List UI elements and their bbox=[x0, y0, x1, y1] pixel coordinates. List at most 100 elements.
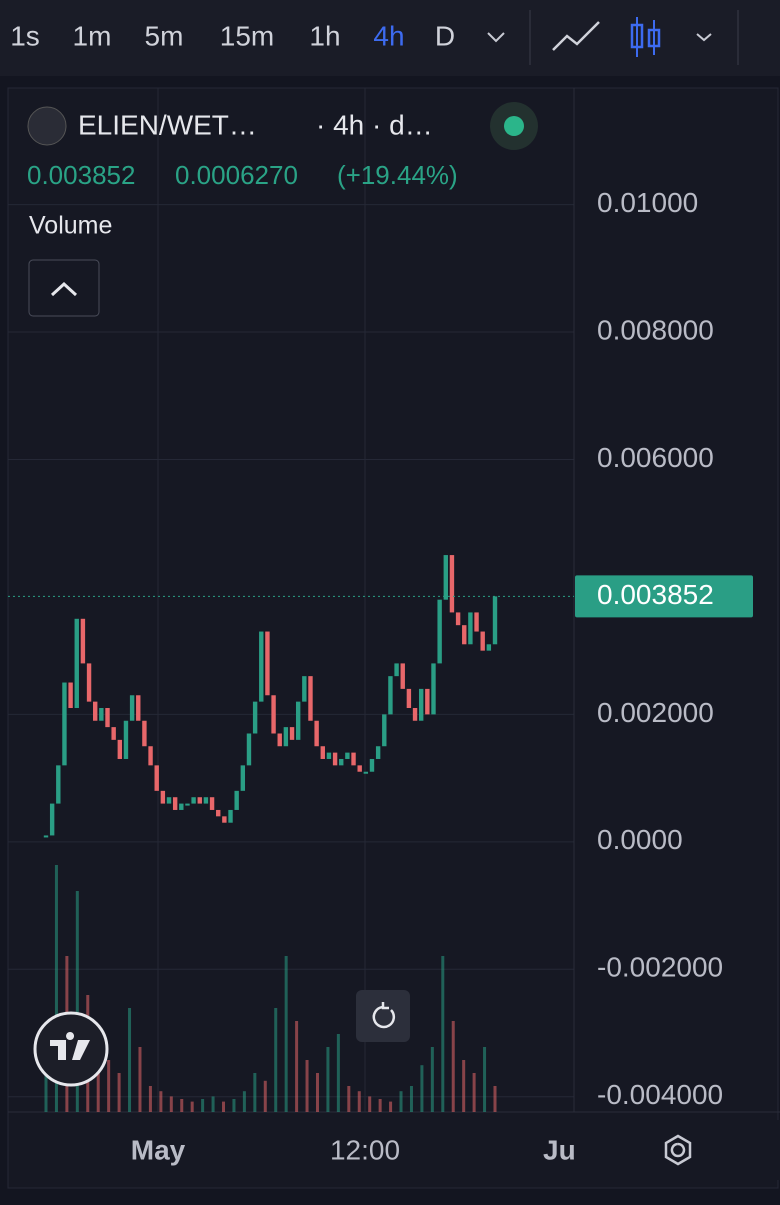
volume-label: Volume bbox=[29, 212, 112, 240]
reset-button[interactable] bbox=[356, 990, 410, 1042]
candle-body bbox=[259, 631, 264, 702]
candle-body bbox=[314, 720, 319, 747]
tv-logo-mark bbox=[50, 1032, 90, 1060]
candle-body bbox=[252, 701, 258, 734]
volume-bar bbox=[274, 1008, 278, 1112]
candle-body bbox=[492, 596, 498, 645]
collapse-icon bbox=[50, 281, 78, 297]
chart-type-dropdown[interactable] bbox=[696, 33, 712, 42]
candle-body bbox=[246, 733, 252, 766]
candle-body bbox=[179, 803, 184, 810]
volume-bar bbox=[399, 1091, 403, 1112]
collapse-button[interactable] bbox=[28, 259, 100, 317]
interval-tab[interactable]: 1s bbox=[10, 20, 40, 51]
candle-body bbox=[462, 625, 467, 645]
symbol: ELIEN/WET… bbox=[78, 109, 257, 140]
volume-bar bbox=[462, 1060, 466, 1112]
plot: 0.01000 0.008000 0.006000 0.002000 0.0000 -0.… bbox=[8, 88, 780, 1113]
interval-tab[interactable]: 1h bbox=[309, 20, 340, 51]
change: 0.0006270 bbox=[175, 160, 298, 190]
candle-body bbox=[209, 797, 215, 810]
interval-dropdown[interactable] bbox=[487, 32, 505, 43]
volume-bar bbox=[326, 1047, 330, 1112]
candle-body bbox=[68, 682, 73, 709]
candle-body bbox=[191, 797, 196, 804]
candle-body bbox=[474, 612, 479, 632]
volume-bar bbox=[347, 1086, 351, 1112]
candle-body bbox=[148, 746, 153, 766]
candle-body bbox=[283, 727, 289, 747]
candle-body bbox=[197, 797, 202, 804]
candle-body bbox=[332, 752, 338, 766]
candle-body bbox=[295, 701, 301, 740]
volume-bar bbox=[483, 1047, 487, 1112]
candle-body bbox=[93, 701, 98, 721]
candle-body bbox=[437, 599, 442, 664]
volume-bar bbox=[242, 1091, 246, 1112]
interval-tab[interactable]: 15m bbox=[220, 20, 274, 51]
interval-tabs: 1s 1m 5m 15m 1h 4h D bbox=[10, 20, 455, 51]
candle-body bbox=[339, 758, 344, 766]
candle-body bbox=[172, 797, 178, 810]
candle-body bbox=[86, 663, 92, 702]
candle-body bbox=[449, 555, 455, 613]
tv-logo[interactable] bbox=[33, 1011, 109, 1087]
price: 0.003852 bbox=[27, 160, 135, 190]
candle-body bbox=[105, 708, 110, 728]
candle-body bbox=[357, 765, 362, 772]
volume-bar bbox=[232, 1099, 236, 1112]
candle-body bbox=[160, 790, 166, 804]
volume-bar bbox=[378, 1099, 382, 1112]
line-chart-icon[interactable] bbox=[552, 21, 600, 51]
interval-tab[interactable]: 1m bbox=[73, 20, 112, 51]
y-tick-label: -0.004000 bbox=[597, 1079, 723, 1110]
interval-tab[interactable]: 4h bbox=[373, 20, 404, 51]
candle-body bbox=[228, 809, 233, 823]
candle-body bbox=[234, 790, 239, 810]
volume-bar bbox=[409, 1086, 413, 1112]
volume-bar bbox=[493, 1086, 497, 1112]
candle-body bbox=[425, 688, 430, 715]
candle-body bbox=[388, 676, 393, 715]
volume-bar bbox=[420, 1065, 424, 1112]
volume-bar bbox=[159, 1091, 163, 1112]
volume-bar bbox=[222, 1101, 226, 1112]
candle-body bbox=[166, 797, 172, 804]
candle-body bbox=[203, 797, 209, 804]
volume-bar bbox=[180, 1099, 184, 1112]
volume-bar bbox=[138, 1047, 142, 1112]
candle-body bbox=[222, 816, 227, 823]
last-price-label: 0.003852 bbox=[597, 579, 714, 610]
candle-body bbox=[406, 688, 412, 709]
candle-body bbox=[394, 663, 399, 677]
status-dot bbox=[504, 116, 524, 136]
token-avatar bbox=[27, 106, 67, 146]
candle-chart-icon[interactable] bbox=[630, 17, 661, 57]
interval-tab[interactable]: D bbox=[435, 20, 455, 51]
settings-icon[interactable] bbox=[664, 1134, 692, 1166]
volume-bar bbox=[451, 1021, 455, 1112]
interval: · 4h · d… bbox=[316, 109, 433, 140]
volume-bar bbox=[263, 1080, 267, 1112]
volume-bar bbox=[169, 1096, 173, 1112]
candle-body bbox=[56, 765, 61, 804]
candle-body bbox=[136, 695, 141, 721]
interval-tab[interactable]: 5m bbox=[145, 20, 184, 51]
y-tick-label: -0.002000 bbox=[597, 952, 723, 983]
candle-body bbox=[240, 765, 246, 791]
volume-bar bbox=[284, 956, 288, 1112]
candle-body bbox=[289, 727, 295, 740]
candle-body bbox=[375, 746, 381, 759]
candle-body bbox=[154, 765, 159, 791]
volume-bar bbox=[107, 1060, 111, 1112]
y-tick-label: 0.002000 bbox=[597, 697, 714, 728]
candle-body bbox=[351, 752, 356, 766]
y-tick-label: 0.01000 bbox=[597, 187, 698, 218]
volume-bar bbox=[472, 1073, 476, 1112]
candle-body bbox=[486, 644, 492, 651]
volume-bar bbox=[368, 1096, 372, 1112]
candle-body bbox=[277, 733, 282, 747]
change-pct: (+19.44%) bbox=[337, 160, 458, 190]
candle-body bbox=[129, 695, 135, 721]
